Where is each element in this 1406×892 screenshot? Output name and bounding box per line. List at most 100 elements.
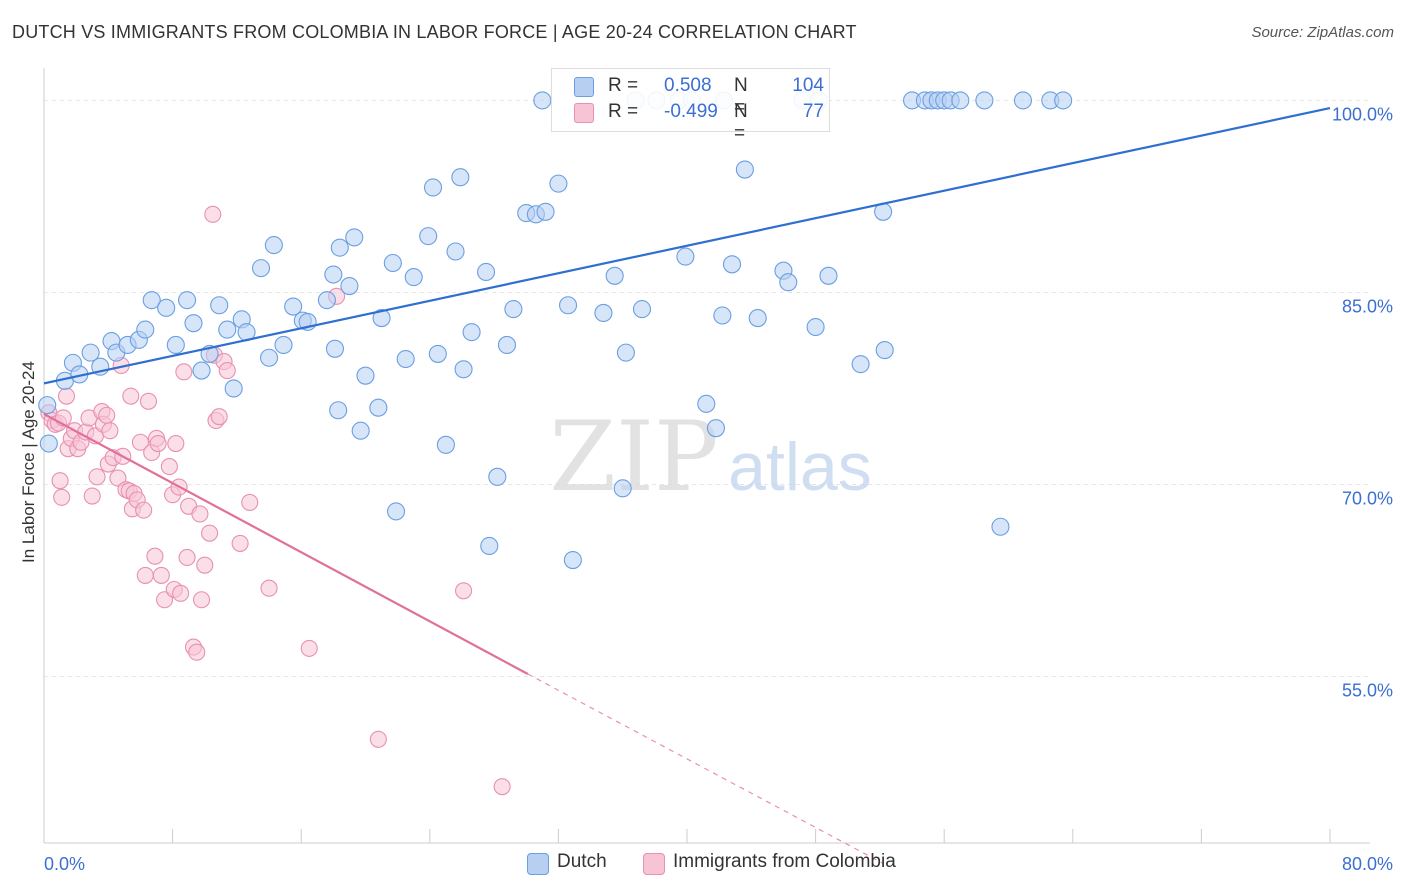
dutch-point (284, 297, 303, 316)
dutch-point (345, 228, 364, 247)
dutch-point (324, 265, 343, 284)
dutch-point (428, 344, 447, 363)
dutch-point (851, 355, 870, 374)
dutch-point (563, 550, 582, 570)
dutch-point (372, 309, 391, 328)
dutch-point (330, 238, 349, 257)
dutch-point (184, 314, 203, 333)
dutch-point (632, 300, 652, 319)
legend-swatch-colombia (574, 103, 594, 123)
colombia-point (136, 566, 154, 584)
legend-n-label: N = (734, 75, 748, 118)
colombia-point (122, 387, 140, 405)
dutch-point (356, 366, 375, 385)
colombia-point (175, 363, 193, 381)
colombia-point (188, 643, 206, 661)
dutch-point (975, 91, 994, 110)
dutch-point (264, 236, 283, 255)
dutch-point (178, 291, 197, 310)
colombia-point (178, 548, 196, 567)
colombia-point (196, 556, 214, 574)
x-tick-label: 0.0% (44, 854, 85, 874)
dutch-point (497, 335, 517, 355)
legend-r-value: 0.508 (664, 75, 712, 96)
dutch-point (819, 266, 838, 285)
y-tick-label: 85.0% (1342, 296, 1393, 316)
colombia-trend-extension (527, 673, 884, 865)
dutch-point (419, 227, 438, 246)
legend-swatch-colombia (643, 853, 665, 875)
legend-r-value: -0.499 (664, 101, 718, 122)
y-tick-label: 55.0% (1342, 681, 1393, 701)
colombia-point (300, 639, 318, 657)
colombia-point (51, 472, 69, 490)
colombia-point (231, 534, 249, 552)
colombia-point (204, 205, 222, 223)
dutch-point (748, 309, 767, 328)
dutch-point (1054, 91, 1073, 110)
dutch-point (875, 341, 894, 360)
chart-source: Source: ZipAtlas.com (1251, 24, 1394, 41)
dutch-point (404, 268, 423, 287)
dutch-point (504, 300, 523, 319)
dutch-point (735, 160, 754, 179)
y-axis-label: In Labor Force | Age 20-24 (19, 361, 38, 563)
dutch-point (806, 317, 825, 337)
dutch-point (605, 266, 624, 285)
colombia-point (210, 408, 228, 426)
watermark-atlas: atlas (728, 429, 872, 505)
dutch-point (166, 335, 185, 355)
dutch-point (477, 262, 496, 282)
dutch-point (317, 291, 336, 310)
dutch-point (386, 502, 406, 521)
dutch-point (676, 247, 695, 266)
colombia-point (98, 406, 116, 424)
dutch-point (423, 178, 443, 197)
correlation-legend: R = 0.508 N = 104 R = -0.499 N = 77 (551, 68, 830, 144)
colombia-point (149, 434, 167, 453)
legend-label-dutch: Dutch (557, 851, 607, 872)
dutch-point (142, 291, 161, 310)
dutch-point (558, 296, 578, 315)
dutch-point (192, 361, 211, 380)
dutch-point (224, 379, 243, 398)
dutch-point (329, 401, 348, 420)
colombia-point (131, 433, 149, 451)
dutch-point (396, 349, 415, 369)
colombia-point (369, 730, 387, 748)
colombia-point (57, 387, 76, 405)
dutch-point (369, 398, 388, 417)
dutch-point (436, 435, 455, 454)
dutch-point (594, 303, 613, 322)
grid-lines (44, 99, 1370, 678)
axes (43, 68, 1370, 844)
colombia-point (135, 501, 153, 519)
colombia-point (160, 458, 178, 476)
y-tick-label: 70.0% (1342, 489, 1393, 509)
colombia-point (152, 566, 170, 584)
colombia-point (493, 778, 511, 796)
dutch-point (446, 242, 465, 261)
colombia-point (201, 524, 219, 542)
dutch-point (259, 348, 279, 367)
dutch-point (462, 323, 481, 342)
colombia-point (172, 584, 190, 602)
dutch-point (991, 517, 1010, 536)
watermark-zip: ZIP (549, 401, 718, 513)
dutch-point (697, 394, 716, 413)
colombia-point (83, 487, 101, 505)
legend-n-value: 104 (792, 75, 824, 96)
chart-title: DUTCH VS IMMIGRANTS FROM COLOMBIA IN LAB… (12, 22, 857, 42)
colombia-point (218, 362, 236, 380)
colombia-point (260, 579, 278, 597)
series-immigrants-from-colombia (40, 205, 511, 796)
dutch-point (549, 174, 568, 193)
trend-lines (43, 107, 1331, 865)
dutch-point (533, 91, 552, 110)
dutch-point (480, 536, 499, 556)
colombia-point (146, 547, 164, 565)
dutch-point (274, 335, 293, 355)
legend-n-value: 77 (802, 101, 824, 122)
series-dutch (38, 91, 1073, 570)
